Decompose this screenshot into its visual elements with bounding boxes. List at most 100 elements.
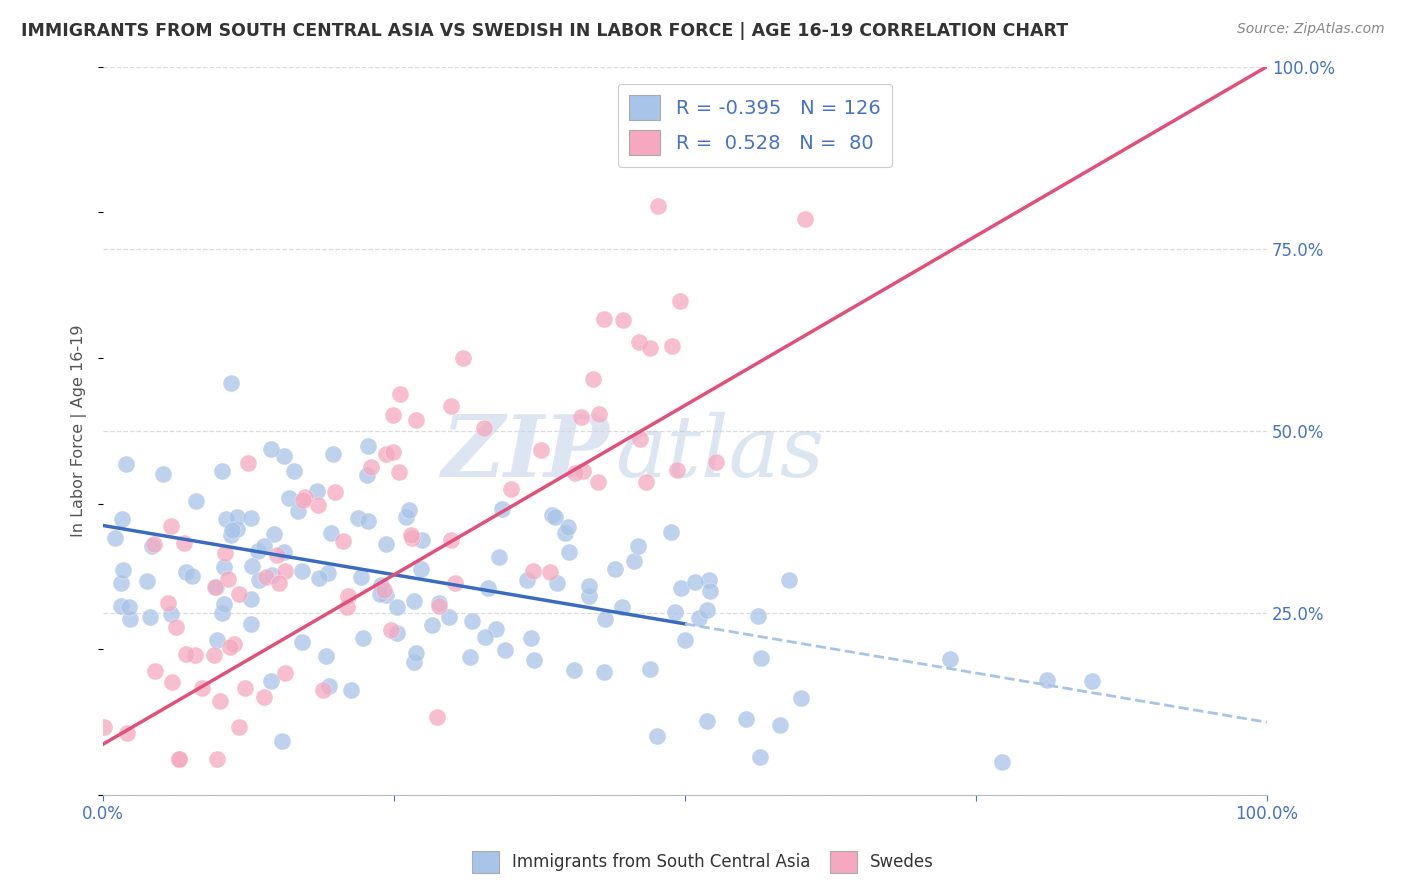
Point bbox=[769, 718, 792, 732]
Point bbox=[305, 484, 328, 499]
Point bbox=[374, 447, 396, 461]
Point bbox=[174, 648, 197, 662]
Point bbox=[356, 467, 378, 482]
Point bbox=[291, 634, 314, 648]
Point bbox=[308, 571, 330, 585]
Point bbox=[142, 537, 165, 551]
Point bbox=[110, 599, 132, 613]
Point bbox=[273, 449, 295, 463]
Point bbox=[427, 596, 450, 610]
Point bbox=[572, 464, 595, 478]
Point bbox=[793, 212, 815, 227]
Point bbox=[426, 710, 449, 724]
Point bbox=[240, 511, 263, 525]
Point bbox=[212, 598, 235, 612]
Point bbox=[111, 512, 134, 526]
Point bbox=[357, 439, 380, 453]
Point bbox=[337, 589, 360, 603]
Point bbox=[669, 582, 692, 596]
Point bbox=[578, 589, 600, 603]
Point bbox=[789, 690, 811, 705]
Point bbox=[152, 467, 174, 481]
Point bbox=[683, 575, 706, 590]
Point bbox=[212, 560, 235, 574]
Point bbox=[350, 570, 373, 584]
Point bbox=[165, 620, 187, 634]
Point bbox=[236, 456, 259, 470]
Point bbox=[516, 574, 538, 588]
Point bbox=[347, 511, 370, 525]
Point bbox=[360, 460, 382, 475]
Point bbox=[267, 576, 290, 591]
Point bbox=[156, 596, 179, 610]
Point bbox=[499, 482, 522, 496]
Point bbox=[402, 655, 425, 669]
Point bbox=[226, 522, 249, 536]
Text: Source: ZipAtlas.com: Source: ZipAtlas.com bbox=[1237, 22, 1385, 37]
Point bbox=[278, 491, 301, 506]
Point bbox=[520, 631, 543, 645]
Point bbox=[485, 622, 508, 636]
Point bbox=[117, 726, 139, 740]
Point bbox=[409, 562, 432, 576]
Point bbox=[494, 642, 516, 657]
Point bbox=[336, 599, 359, 614]
Point bbox=[204, 580, 226, 594]
Point bbox=[381, 408, 404, 422]
Point bbox=[141, 539, 163, 553]
Point bbox=[734, 712, 756, 726]
Point bbox=[699, 583, 721, 598]
Point bbox=[111, 563, 134, 577]
Point bbox=[623, 554, 645, 568]
Point bbox=[356, 515, 378, 529]
Point bbox=[398, 503, 420, 517]
Point bbox=[778, 573, 800, 587]
Point bbox=[582, 372, 605, 386]
Point bbox=[588, 407, 610, 421]
Point bbox=[287, 504, 309, 518]
Point bbox=[208, 694, 231, 708]
Point bbox=[247, 544, 270, 558]
Point bbox=[645, 729, 668, 743]
Point bbox=[704, 455, 727, 469]
Point bbox=[647, 199, 669, 213]
Point bbox=[169, 751, 191, 765]
Point bbox=[93, 720, 115, 734]
Point bbox=[530, 442, 553, 457]
Text: IMMIGRANTS FROM SOUTH CENTRAL ASIA VS SWEDISH IN LABOR FORCE | AGE 16-19 CORRELA: IMMIGRANTS FROM SOUTH CENTRAL ASIA VS SW… bbox=[21, 22, 1069, 40]
Point bbox=[375, 588, 398, 602]
Point bbox=[373, 583, 395, 598]
Point bbox=[215, 511, 238, 525]
Legend: Immigrants from South Central Asia, Swedes: Immigrants from South Central Asia, Swed… bbox=[465, 845, 941, 880]
Point bbox=[627, 539, 650, 553]
Point bbox=[204, 580, 226, 594]
Point bbox=[274, 666, 297, 681]
Point bbox=[207, 632, 229, 647]
Point bbox=[266, 548, 288, 562]
Point bbox=[546, 576, 568, 591]
Point bbox=[115, 457, 138, 471]
Point bbox=[340, 683, 363, 698]
Point bbox=[405, 413, 427, 427]
Point bbox=[228, 720, 250, 734]
Point bbox=[321, 525, 343, 540]
Point bbox=[411, 533, 433, 547]
Point bbox=[253, 540, 276, 554]
Point bbox=[160, 607, 183, 622]
Point bbox=[640, 662, 662, 676]
Point bbox=[991, 755, 1014, 769]
Point bbox=[219, 640, 242, 655]
Point bbox=[593, 612, 616, 626]
Legend: R = -0.395   N = 126, R =  0.528   N =  80: R = -0.395 N = 126, R = 0.528 N = 80 bbox=[617, 84, 893, 167]
Point bbox=[460, 614, 482, 628]
Point bbox=[538, 566, 561, 580]
Point bbox=[263, 527, 285, 541]
Point bbox=[190, 681, 212, 696]
Point bbox=[217, 572, 239, 586]
Point bbox=[1036, 673, 1059, 687]
Point bbox=[668, 294, 690, 309]
Point bbox=[375, 537, 398, 551]
Point bbox=[544, 509, 567, 524]
Point bbox=[160, 519, 183, 533]
Point bbox=[388, 387, 411, 401]
